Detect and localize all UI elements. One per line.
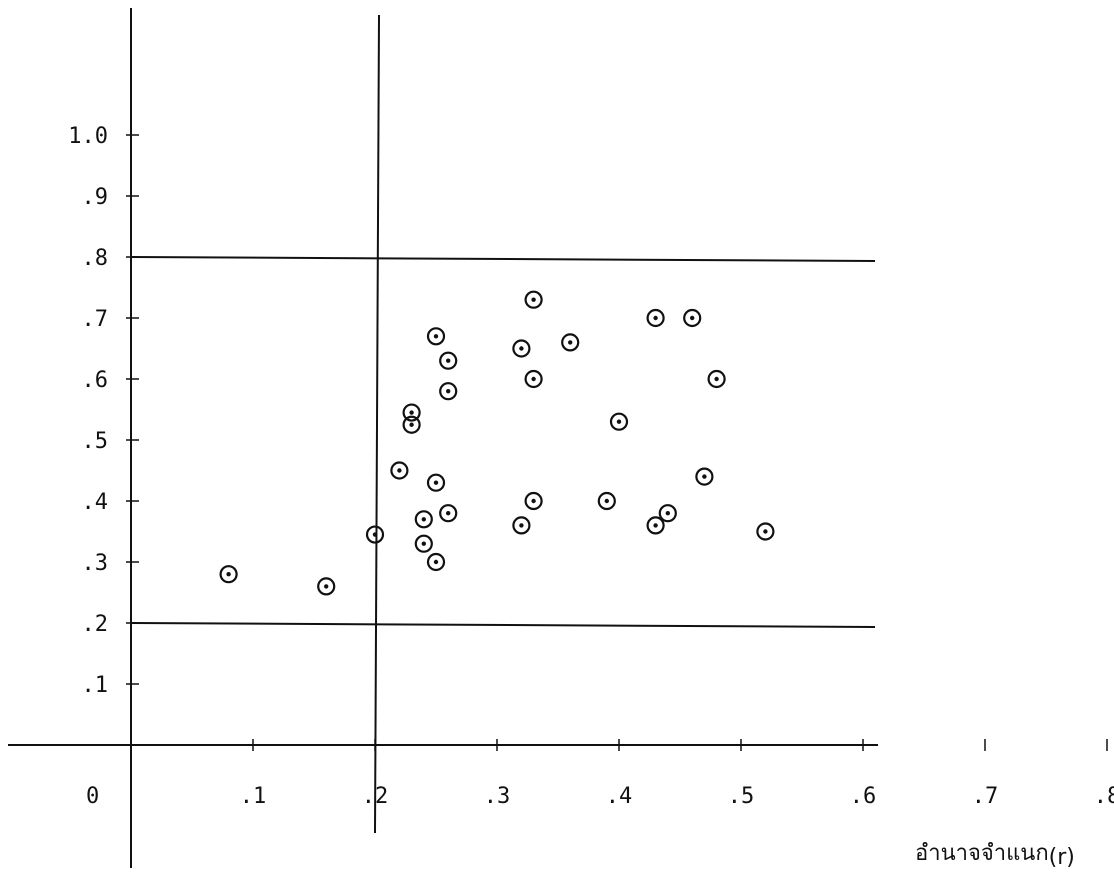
data-point [561, 333, 580, 352]
data-point [219, 565, 238, 584]
data-point [426, 473, 446, 492]
axes [8, 8, 878, 868]
data-point [695, 467, 714, 486]
data-point [439, 351, 458, 370]
data-point [707, 369, 726, 389]
x-tick-label: .4 [606, 784, 633, 809]
data-point [646, 516, 665, 535]
y-tick-label: .4 [82, 490, 109, 515]
x-tick-label: .3 [484, 784, 511, 809]
data-point [646, 308, 665, 328]
data-point [317, 577, 336, 596]
origin-label: 0 [86, 784, 99, 809]
x-tick-label: .5 [728, 784, 755, 809]
y-tick-label: .9 [82, 185, 109, 210]
data-point [524, 369, 543, 389]
data-point [756, 522, 775, 541]
data-point [512, 339, 531, 358]
y-tick-label: 1.0 [68, 124, 108, 149]
x-tick-label: .8 [1094, 784, 1114, 809]
data-point [414, 534, 433, 553]
data-point [512, 516, 531, 535]
data-point [402, 415, 421, 434]
reference-line-horizontal [130, 256, 876, 262]
y-tick-label: .6 [82, 368, 109, 393]
data-point [439, 504, 458, 523]
reference-lines [130, 14, 876, 834]
x-axis-title-text: อำนาจจำแนก [915, 841, 1049, 866]
y-tick-label: .8 [82, 246, 109, 271]
data-point [390, 461, 409, 480]
y-tick-label: .2 [82, 612, 109, 637]
data-point [439, 382, 458, 401]
y-ticks: .1 .2 .3 .4 .5 .6 .7 .8 .9 1.0 [68, 124, 139, 698]
y-tick-label: .5 [82, 429, 109, 454]
data-point [524, 290, 543, 309]
y-tick-label: .3 [82, 551, 109, 576]
data-point [426, 552, 446, 572]
data-points [219, 290, 775, 596]
x-tick-label: .1 [240, 784, 267, 809]
data-point [524, 491, 543, 511]
data-point [402, 403, 421, 422]
y-tick-label: .7 [82, 307, 109, 332]
data-point [683, 308, 702, 328]
reference-line-horizontal [130, 622, 876, 628]
x-axis-title: อำนาจจำแนก(r) [915, 841, 1075, 870]
data-point [597, 491, 616, 511]
x-tick-label: .6 [850, 784, 877, 809]
reference-line-vertical [374, 14, 380, 834]
data-point [414, 510, 433, 529]
data-point [609, 412, 629, 431]
data-point [426, 327, 446, 346]
x-ticks: .1.2.3.4.5.6.7.8.91.0 [240, 739, 1114, 809]
y-tick-label: .1 [82, 673, 109, 698]
data-point [658, 504, 677, 523]
data-point [365, 525, 385, 544]
x-tick-label: .2 [362, 784, 389, 809]
x-axis-title-symbol: (r) [1049, 845, 1075, 870]
x-tick-label: .7 [972, 784, 999, 809]
